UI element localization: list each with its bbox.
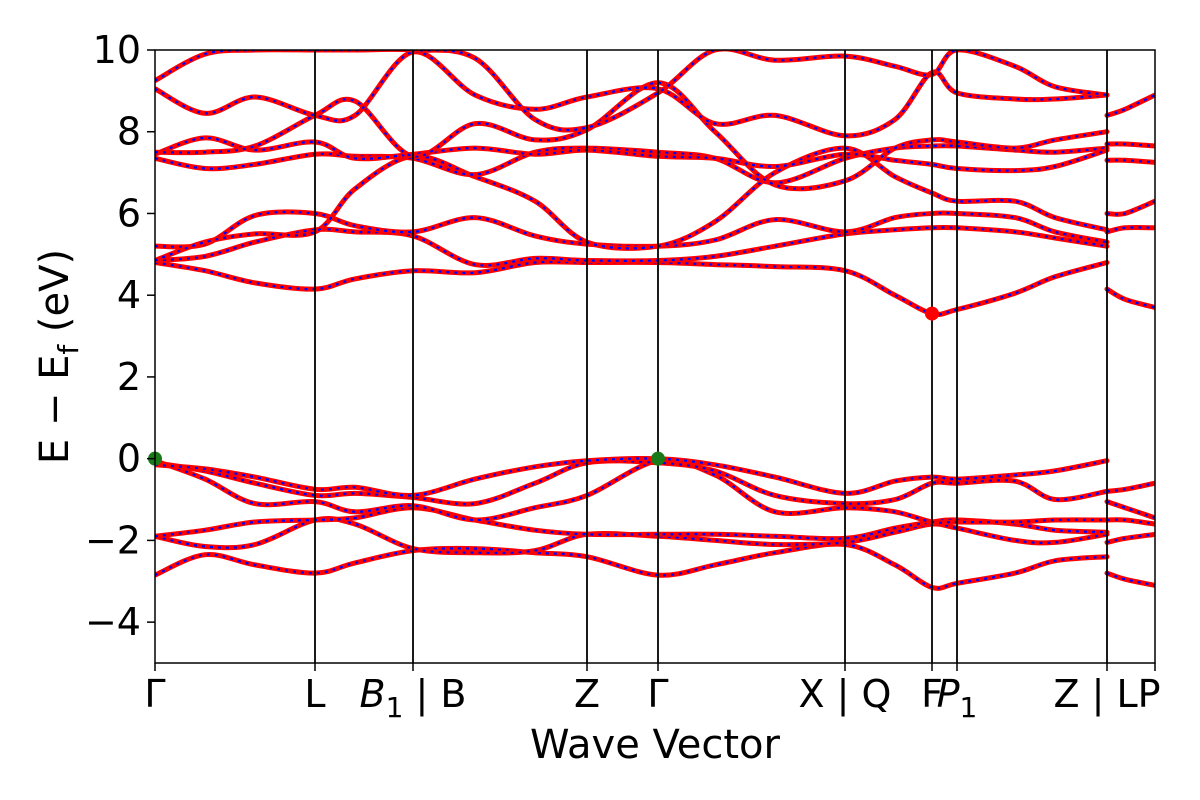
x-tick-label: Γ xyxy=(647,672,668,716)
band-26 xyxy=(1104,92,1155,118)
band-24 xyxy=(1104,141,1155,149)
band-line-dashed xyxy=(155,146,1108,262)
y-tick-label: 10 xyxy=(93,28,141,72)
band-line-solid xyxy=(155,145,1110,263)
band-19 xyxy=(1104,499,1155,521)
band-20 xyxy=(1104,480,1155,494)
y-axis-title-main: E − E xyxy=(32,355,78,465)
band-line-solid xyxy=(155,456,1110,498)
bands-layer xyxy=(155,50,1155,591)
band-line-dashed xyxy=(1106,142,1155,148)
band-line-solid xyxy=(155,80,1110,192)
band-line-solid xyxy=(1104,286,1155,310)
band-25 xyxy=(1104,157,1155,165)
band-22 xyxy=(1104,224,1155,235)
y-axis-title-sub: f xyxy=(52,344,85,355)
x-tick-label: L xyxy=(304,672,325,716)
x-tick-label: Z xyxy=(574,672,600,716)
band-line-solid xyxy=(155,541,1110,591)
band-line-solid xyxy=(1104,499,1155,521)
y-axis-ticks: −4 −2 0 2 4 6 8 10 xyxy=(85,28,155,644)
band-line-dashed xyxy=(1106,226,1155,233)
band-11 xyxy=(155,143,1110,186)
band-line-dashed xyxy=(1106,572,1155,587)
x-axis-title: Wave Vector xyxy=(530,722,781,768)
x-tick-label: X | Q xyxy=(799,672,892,717)
cbm-marker xyxy=(925,306,939,321)
band-line-dashed xyxy=(1106,200,1155,216)
y-tick-label: 4 xyxy=(117,273,141,317)
x-axis-ticks: Γ L B1 | B Z Γ X | Q FP1 Z | LP xyxy=(144,663,1161,724)
y-tick-label: 2 xyxy=(117,355,141,399)
band-line-solid xyxy=(1104,92,1155,118)
band-line-dashed xyxy=(1106,518,1155,526)
band-21 xyxy=(1104,286,1155,310)
band-10 xyxy=(155,145,1110,263)
band-line-dashed xyxy=(1106,482,1155,493)
y-axis-title: E − Ef (eV) xyxy=(32,249,85,464)
extrema-markers xyxy=(148,306,939,466)
band-23 xyxy=(1104,198,1155,217)
x-tick-label: P1 xyxy=(937,672,978,724)
band-5 xyxy=(155,458,1110,507)
band-17 xyxy=(1104,531,1155,545)
band-13 xyxy=(155,80,1110,192)
band-16 xyxy=(1104,570,1155,588)
y-tick-label: 0 xyxy=(117,437,141,481)
vbm-marker xyxy=(651,451,665,466)
x-tick-label: Γ xyxy=(144,672,165,716)
plot-frame xyxy=(154,49,1156,664)
y-tick-label: −4 xyxy=(85,600,141,644)
band-line-dashed xyxy=(1106,533,1155,544)
y-axis-title-unit: (eV) xyxy=(32,249,78,345)
band-line-solid xyxy=(155,143,1110,186)
x-tick-label: Z | LP xyxy=(1053,672,1160,717)
band-line-solid xyxy=(155,458,1110,507)
band-line-dashed xyxy=(1106,159,1155,164)
y-tick-label: 6 xyxy=(117,191,141,235)
band-18 xyxy=(1104,517,1155,527)
kpath-lines xyxy=(314,50,1108,663)
band-line-dashed xyxy=(155,50,1108,137)
band-1 xyxy=(155,541,1110,591)
y-tick-label: −2 xyxy=(85,518,141,562)
band-line-dashed xyxy=(155,81,1108,190)
x-tick-label: F xyxy=(921,672,943,716)
y-tick-label: 8 xyxy=(117,110,141,154)
x-tick-label: B1 | B xyxy=(360,672,467,724)
band-6 xyxy=(155,456,1110,498)
band-7 xyxy=(155,259,1110,317)
